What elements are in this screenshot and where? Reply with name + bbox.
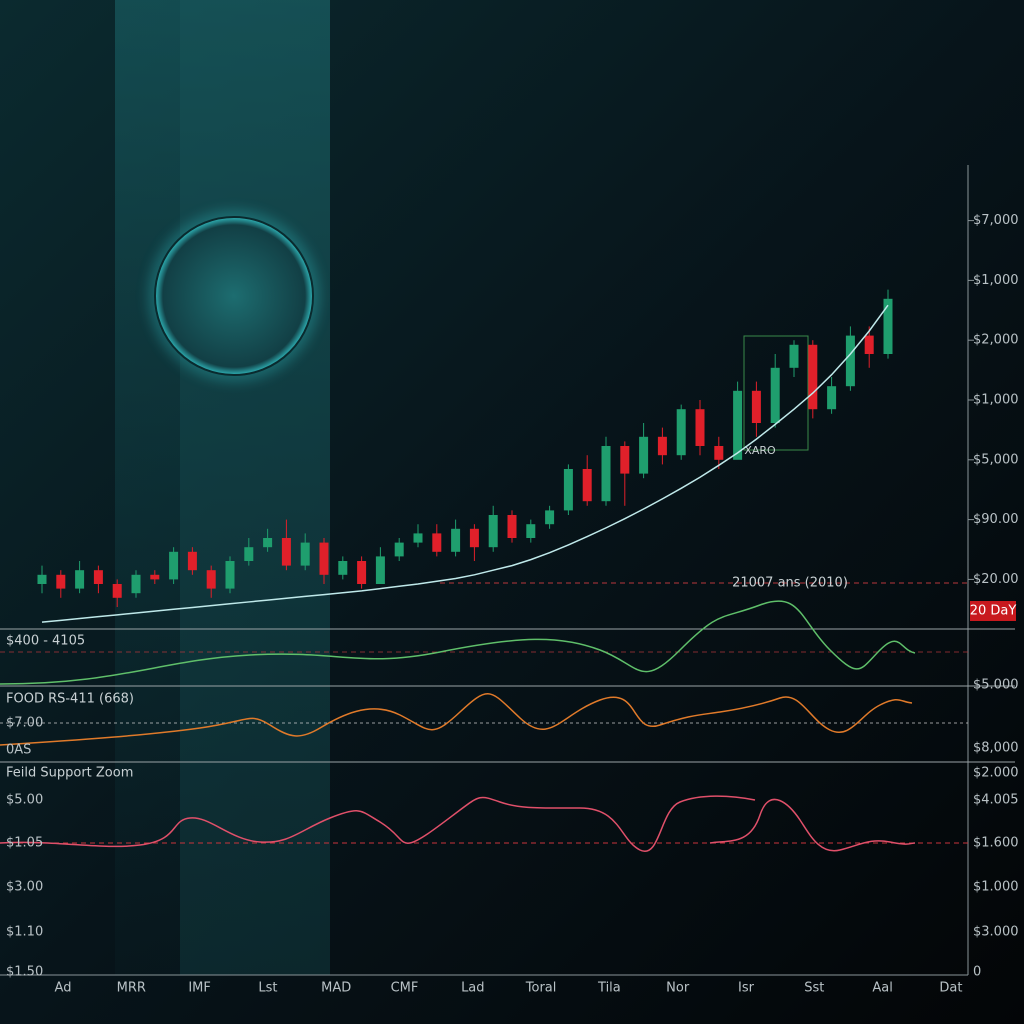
x-tick-label: Ad <box>55 981 72 996</box>
candle-body <box>695 409 705 446</box>
candle-body <box>808 344 818 410</box>
right-label: $1.600 <box>973 836 1019 851</box>
candle-body <box>845 335 855 387</box>
left-label: $3.00 <box>6 880 43 895</box>
candle-body <box>56 574 66 589</box>
candle-body <box>883 298 893 354</box>
candle-body <box>827 386 837 410</box>
x-tick-label: Sst <box>804 981 824 996</box>
x-tick-label: Dat <box>939 981 962 996</box>
candle-body <box>338 561 348 575</box>
oscillator-line <box>0 795 916 853</box>
candle-body <box>357 561 367 584</box>
x-tick-label: MAD <box>321 981 351 996</box>
candle-body <box>657 436 667 456</box>
candle-body <box>639 436 649 474</box>
candle-body <box>150 574 160 580</box>
panel-label: FOOD RS-411 (668) <box>6 692 134 707</box>
y-tick-label: $1,000 <box>973 393 1019 408</box>
oscillator-line <box>0 693 913 746</box>
x-tick-label: CMF <box>391 981 419 996</box>
candle-body <box>300 542 310 566</box>
left-label: $1.10 <box>6 925 43 940</box>
badge-bg <box>970 601 1016 621</box>
orb <box>154 216 314 376</box>
candle-body <box>263 538 273 548</box>
right-label: $4.005 <box>973 793 1019 808</box>
x-tick-label: Nor <box>666 981 690 996</box>
candle-body <box>789 344 799 368</box>
moving-average <box>41 304 889 623</box>
oscillator-line <box>0 600 916 685</box>
x-tick-label: Toral <box>525 981 557 996</box>
candle-body <box>244 547 254 561</box>
left-label: $1.50 <box>6 965 43 980</box>
candle-body <box>563 469 573 511</box>
candle-body <box>225 561 235 589</box>
candle-body <box>187 551 197 571</box>
candle-body <box>37 574 47 584</box>
candle-body <box>488 515 498 548</box>
highlight-band <box>115 0 330 975</box>
left-label: $1.05 <box>6 836 43 851</box>
candle-body <box>601 446 611 502</box>
candle-body <box>206 570 216 589</box>
y-tick-label: $90.00 <box>973 512 1019 527</box>
candle-body <box>131 574 141 594</box>
annotation: XARO <box>744 444 776 457</box>
x-tick-label: Lst <box>258 981 277 996</box>
candle-body <box>394 542 404 557</box>
right-label: $2.000 <box>973 766 1019 781</box>
panel-label: $400 - 4105 <box>6 634 85 649</box>
candle-body <box>112 584 122 598</box>
candle-body <box>469 528 479 548</box>
x-tick-label: IMF <box>188 981 211 996</box>
highlight-band-inner <box>180 0 330 975</box>
candle-body <box>714 446 724 460</box>
y-tick-label: $7,000 <box>973 213 1019 228</box>
x-tick-label: Lad <box>461 981 484 996</box>
candle-body <box>545 510 555 525</box>
candle-body <box>432 533 442 552</box>
candle-body <box>751 390 761 423</box>
candle-body <box>526 524 536 538</box>
left-label: 0AS <box>6 743 31 758</box>
annotation: 21007 ans (2010) <box>732 576 848 591</box>
y-tick-label: $1,000 <box>973 273 1019 288</box>
x-tick-label: Tila <box>597 981 621 996</box>
left-label: $7.00 <box>6 716 43 731</box>
candle-body <box>733 390 743 460</box>
candle-body <box>620 446 630 474</box>
candle-body <box>582 469 592 502</box>
candle-body <box>864 335 874 354</box>
candle-body <box>169 551 179 580</box>
x-tick-label: Isr <box>738 981 755 996</box>
candle-body <box>281 538 291 566</box>
x-tick-label: MRR <box>117 981 146 996</box>
candle-body <box>413 533 423 543</box>
candle-body <box>507 515 517 538</box>
candle-body <box>93 570 103 584</box>
selection-box <box>743 335 809 451</box>
candle-body <box>676 409 686 456</box>
y-tick-label: $5,000 <box>973 452 1019 467</box>
candle-body <box>319 542 329 575</box>
right-label: $1.000 <box>973 880 1019 895</box>
right-label: $3.000 <box>973 925 1019 940</box>
candle-body <box>75 570 85 589</box>
right-label: $5.000 <box>973 678 1019 693</box>
panel-label: Feild Support Zoom <box>6 766 133 781</box>
candle-body <box>770 367 780 423</box>
candle-body <box>451 528 461 552</box>
y-tick-label: $2,000 <box>973 333 1019 348</box>
y-tick-label: $20.00 <box>973 572 1019 587</box>
right-label: $8,000 <box>973 741 1019 756</box>
left-label: $5.00 <box>6 793 43 808</box>
x-tick-label: Aal <box>872 981 892 996</box>
badge: 20 DaY <box>970 604 1017 619</box>
right-label: 0 <box>973 965 981 980</box>
candle-body <box>375 556 385 584</box>
